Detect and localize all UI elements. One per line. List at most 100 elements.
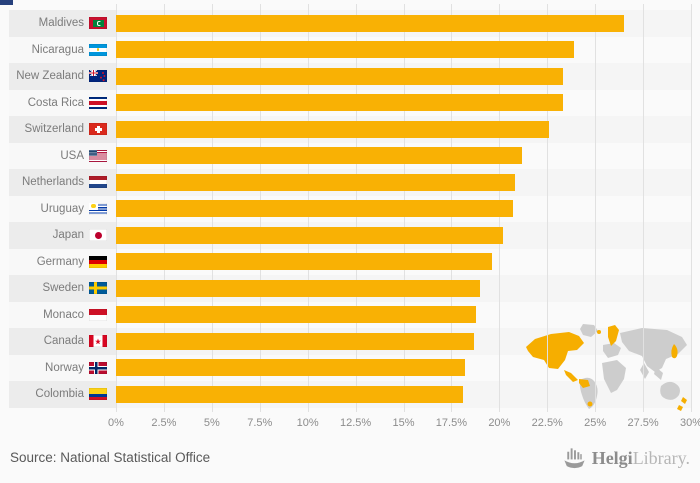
country-label: Sweden xyxy=(42,282,84,295)
corner-artifact xyxy=(0,0,13,5)
x-tick-label: 2.5% xyxy=(151,417,177,429)
value-bar xyxy=(116,14,624,32)
bar-area xyxy=(116,169,691,196)
x-tick-label: 15% xyxy=(392,417,415,429)
bar-area xyxy=(116,63,691,90)
map-highlights xyxy=(526,325,687,411)
x-tick-label: 22.5% xyxy=(531,417,563,429)
x-tick-label: 20% xyxy=(488,417,511,429)
x-tick-label: 0% xyxy=(108,417,124,429)
country-label: New Zealand xyxy=(16,70,84,83)
country-flag-icon xyxy=(89,361,107,374)
value-bar xyxy=(116,279,481,297)
category-cell: Germany xyxy=(9,248,116,276)
category-cell: Norway xyxy=(9,354,116,382)
chart-row: Switzerland xyxy=(9,116,691,143)
country-flag-icon xyxy=(89,308,107,321)
country-flag-icon xyxy=(89,96,107,109)
category-cell: Monaco xyxy=(9,301,116,329)
brand-name-bold: Helgi xyxy=(591,447,633,468)
country-flag-icon xyxy=(89,17,107,30)
x-tick-label: 17.5% xyxy=(435,417,468,429)
brand-name-light: Library. xyxy=(632,447,690,468)
chart-row: Nicaragua xyxy=(9,36,691,64)
bar-area xyxy=(116,275,691,302)
country-label: Japan xyxy=(52,229,84,242)
chart-row: New Zealand xyxy=(9,63,691,90)
x-tick-label: 27.5% xyxy=(627,417,659,429)
country-flag-icon xyxy=(89,43,107,56)
chart-row: Monaco xyxy=(9,301,691,329)
category-cell: Colombia xyxy=(9,381,116,408)
chart-row: Norway xyxy=(9,354,691,382)
bar-area xyxy=(116,90,691,117)
category-cell: Japan xyxy=(9,222,116,249)
value-bar xyxy=(116,94,563,112)
bar-area xyxy=(116,10,691,37)
source-label: Source: National Statistical Office xyxy=(10,450,211,465)
country-label: Netherlands xyxy=(21,176,84,189)
country-label: USA xyxy=(60,149,84,162)
value-bar xyxy=(116,385,463,403)
x-axis: 0% 2.5% 5% 7.5% 10% 12.5% 15% 17.5% 20% 22.5% 25% 2… xyxy=(108,417,700,431)
country-flag-icon xyxy=(89,229,107,242)
x-tick-label: 7.5% xyxy=(247,417,273,429)
country-label: Canada xyxy=(43,335,84,348)
country-flag-icon xyxy=(89,255,107,268)
value-bar xyxy=(116,173,515,191)
map-base xyxy=(579,324,687,409)
chart-row: Sweden xyxy=(9,275,691,302)
chart-row: Maldives xyxy=(9,10,691,37)
country-flag-icon xyxy=(89,282,107,295)
value-bar xyxy=(116,200,513,218)
chart-row: Japan xyxy=(9,222,691,249)
x-tick-label: 10% xyxy=(296,417,319,429)
category-cell: Switzerland xyxy=(9,116,116,143)
category-cell: USA xyxy=(9,142,116,170)
x-tick-label: 30% xyxy=(679,417,700,429)
bar-area xyxy=(116,302,691,329)
country-flag-icon xyxy=(89,388,107,401)
country-label: Uruguay xyxy=(40,202,84,215)
brand-name: HelgiLibrary. xyxy=(592,449,690,467)
value-bar xyxy=(116,147,523,165)
category-cell: Nicaragua xyxy=(9,36,116,64)
category-cell: Costa Rica xyxy=(9,89,116,117)
country-label: Germany xyxy=(36,255,84,268)
helgi-ship-icon xyxy=(564,448,585,469)
category-cell: Sweden xyxy=(9,275,116,302)
category-cell: Maldives xyxy=(9,10,116,37)
category-cell: New Zealand xyxy=(9,63,116,90)
value-bar xyxy=(116,359,465,377)
country-label: Colombia xyxy=(35,388,84,401)
country-flag-icon xyxy=(89,335,107,348)
bar-area xyxy=(116,249,691,276)
value-bar xyxy=(116,41,575,59)
country-flag-icon xyxy=(89,149,107,162)
country-label: Switzerland xyxy=(24,123,84,136)
category-cell: Canada xyxy=(9,328,116,355)
bar-area xyxy=(116,143,691,170)
chart-row: Uruguay xyxy=(9,195,691,223)
country-flag-icon xyxy=(89,176,107,189)
country-label: Costa Rica xyxy=(27,96,84,109)
country-label: Maldives xyxy=(38,17,84,30)
value-bar xyxy=(116,253,492,271)
chart-row: Germany xyxy=(9,248,691,276)
value-bar xyxy=(116,306,477,324)
bar-area xyxy=(116,116,691,143)
bar-area xyxy=(116,355,691,382)
world-map xyxy=(526,324,687,411)
country-label: Nicaragua xyxy=(31,43,84,56)
value-bar xyxy=(116,332,475,350)
country-flag-icon xyxy=(89,70,107,83)
value-bar xyxy=(116,120,550,138)
x-tick-label: 5% xyxy=(203,417,220,429)
category-cell: Netherlands xyxy=(9,169,116,196)
country-label: Norway xyxy=(45,361,84,374)
bar-area xyxy=(116,196,691,223)
chart-row: Netherlands xyxy=(9,169,691,196)
category-cell: Uruguay xyxy=(9,195,116,223)
country-flag-icon xyxy=(89,202,107,215)
